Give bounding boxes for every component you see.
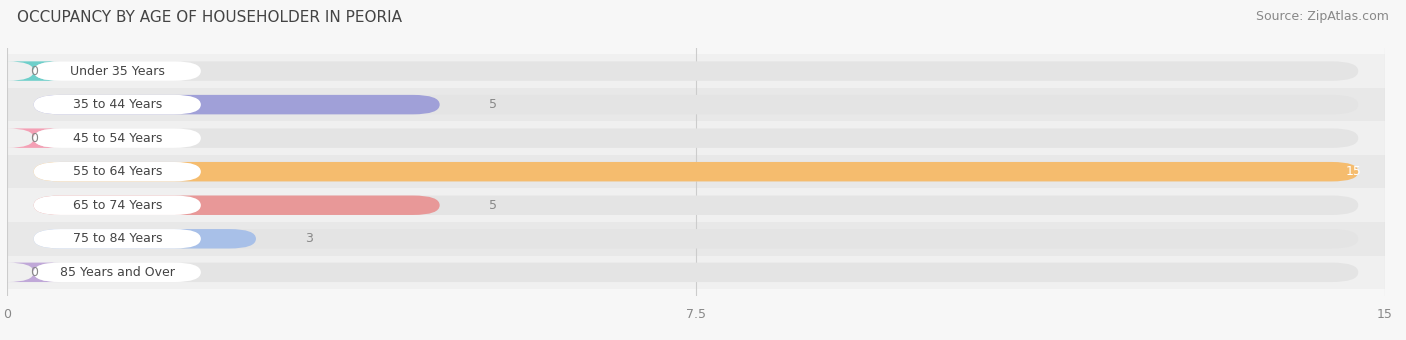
Text: 5: 5	[489, 98, 498, 111]
Text: 45 to 54 Years: 45 to 54 Years	[73, 132, 162, 144]
Text: 3: 3	[305, 232, 314, 245]
Text: 85 Years and Over: 85 Years and Over	[60, 266, 174, 279]
Bar	[0, 188, 1406, 222]
Text: Source: ZipAtlas.com: Source: ZipAtlas.com	[1256, 10, 1389, 23]
Bar	[0, 222, 1406, 256]
FancyBboxPatch shape	[34, 95, 201, 114]
FancyBboxPatch shape	[34, 262, 1358, 282]
FancyBboxPatch shape	[34, 95, 1358, 114]
Bar	[0, 155, 1406, 188]
Text: 75 to 84 Years: 75 to 84 Years	[73, 232, 162, 245]
FancyBboxPatch shape	[34, 95, 440, 114]
Text: 55 to 64 Years: 55 to 64 Years	[73, 165, 162, 178]
Text: 65 to 74 Years: 65 to 74 Years	[73, 199, 162, 212]
Bar	[0, 121, 1406, 155]
FancyBboxPatch shape	[34, 262, 201, 282]
FancyBboxPatch shape	[34, 162, 1358, 182]
Text: 35 to 44 Years: 35 to 44 Years	[73, 98, 162, 111]
Bar	[0, 54, 1406, 88]
Text: 5: 5	[489, 199, 498, 212]
FancyBboxPatch shape	[34, 195, 201, 215]
FancyBboxPatch shape	[34, 229, 201, 249]
FancyBboxPatch shape	[34, 162, 1358, 182]
Text: 0: 0	[30, 132, 38, 144]
Text: 0: 0	[30, 266, 38, 279]
Text: OCCUPANCY BY AGE OF HOUSEHOLDER IN PEORIA: OCCUPANCY BY AGE OF HOUSEHOLDER IN PEORI…	[17, 10, 402, 25]
FancyBboxPatch shape	[34, 61, 1358, 81]
FancyBboxPatch shape	[7, 262, 60, 282]
Bar	[0, 88, 1406, 121]
Text: 15: 15	[1346, 165, 1362, 178]
FancyBboxPatch shape	[7, 61, 60, 81]
FancyBboxPatch shape	[34, 129, 1358, 148]
Text: 0: 0	[30, 65, 38, 78]
Bar	[0, 256, 1406, 289]
FancyBboxPatch shape	[7, 129, 60, 148]
FancyBboxPatch shape	[34, 195, 1358, 215]
Text: Under 35 Years: Under 35 Years	[70, 65, 165, 78]
FancyBboxPatch shape	[34, 129, 201, 148]
FancyBboxPatch shape	[34, 195, 440, 215]
FancyBboxPatch shape	[34, 162, 201, 182]
FancyBboxPatch shape	[34, 229, 1358, 249]
FancyBboxPatch shape	[34, 229, 256, 249]
FancyBboxPatch shape	[34, 61, 201, 81]
